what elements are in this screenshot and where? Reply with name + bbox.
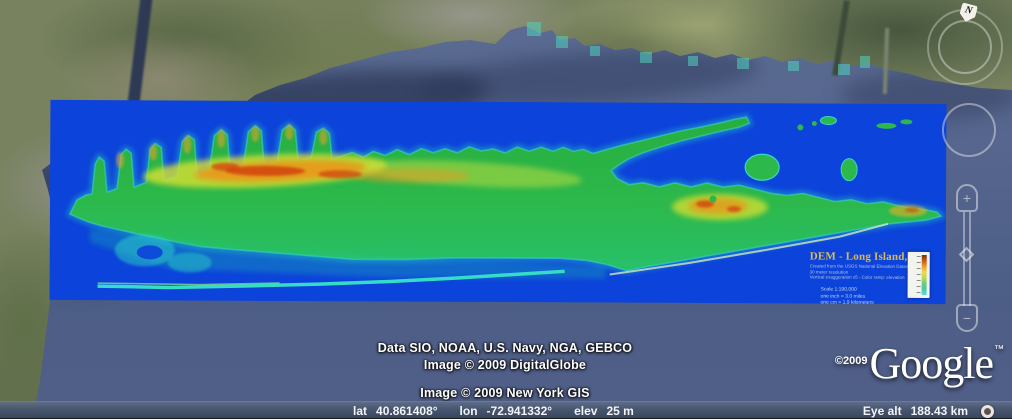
imagery-tile-artifact [737,58,749,69]
compass-ring-inner[interactable] [938,20,992,74]
status-bar: lat 40.861408° lon -72.941332° elev 25 m Eye … [0,401,1012,419]
eye-alt-value: 188.43 km [910,404,968,418]
lat-value: 40.861408° [376,404,438,418]
dem-legend-scale: Scale 1:190,000 one inch = 3.0 miles one… [821,287,874,307]
imagery-tile-artifact [688,56,698,66]
streaming-progress-icon [981,404,994,418]
long-island-dem-render [65,113,947,290]
elevation-colorbar [907,251,930,299]
elevation-tick-labels [916,255,921,294]
zoom-in-button[interactable]: + [956,184,978,212]
imagery-copyright-digitalglobe: Image © 2009 DigitalGlobe [423,358,587,372]
logo-wordmark: Google [869,339,994,388]
imagery-tile-artifact [556,36,568,48]
cursor-position-readout: lat 40.861408° lon -72.941332° elev 25 m [353,404,634,418]
dem-scale-line: one cm = 1.9 kilometers [820,299,874,306]
imagery-tile-artifact [640,52,652,63]
look-joystick[interactable] [942,103,996,157]
lat-label: lat [353,404,368,418]
imagery-copyright-nygis: Image © 2009 New York GIS [420,386,590,400]
lon-label: lon [459,404,478,418]
elevation-gradient-strip [921,254,927,296]
zoom-slider-handle[interactable] [958,246,975,263]
lon-value: -72.941332° [486,404,553,418]
imagery-tile-artifact [590,46,600,56]
google-logo: ©2009Google™ [835,338,1004,389]
dem-image-overlay[interactable]: DEM - Long Island, NY Created from the U… [49,99,947,307]
logo-trademark: ™ [994,344,1004,355]
eye-alt-label: Eye alt [862,404,902,418]
zoom-slider-track[interactable] [963,212,971,306]
data-attribution: Data SIO, NOAA, U.S. Navy, NGA, GEBCO [377,341,633,355]
elev-value: 25 m [606,404,634,418]
logo-copyright: ©2009 [834,355,868,367]
imagery-tile-artifact [788,61,799,71]
imagery-tile-artifact [527,22,541,36]
imagery-tile-artifact [838,64,850,75]
imagery-tile-artifact [860,56,870,68]
elev-label: elev [574,404,598,418]
zoom-out-button[interactable]: − [956,304,978,332]
eye-altitude-readout: Eye alt 188.43 km [863,404,968,418]
